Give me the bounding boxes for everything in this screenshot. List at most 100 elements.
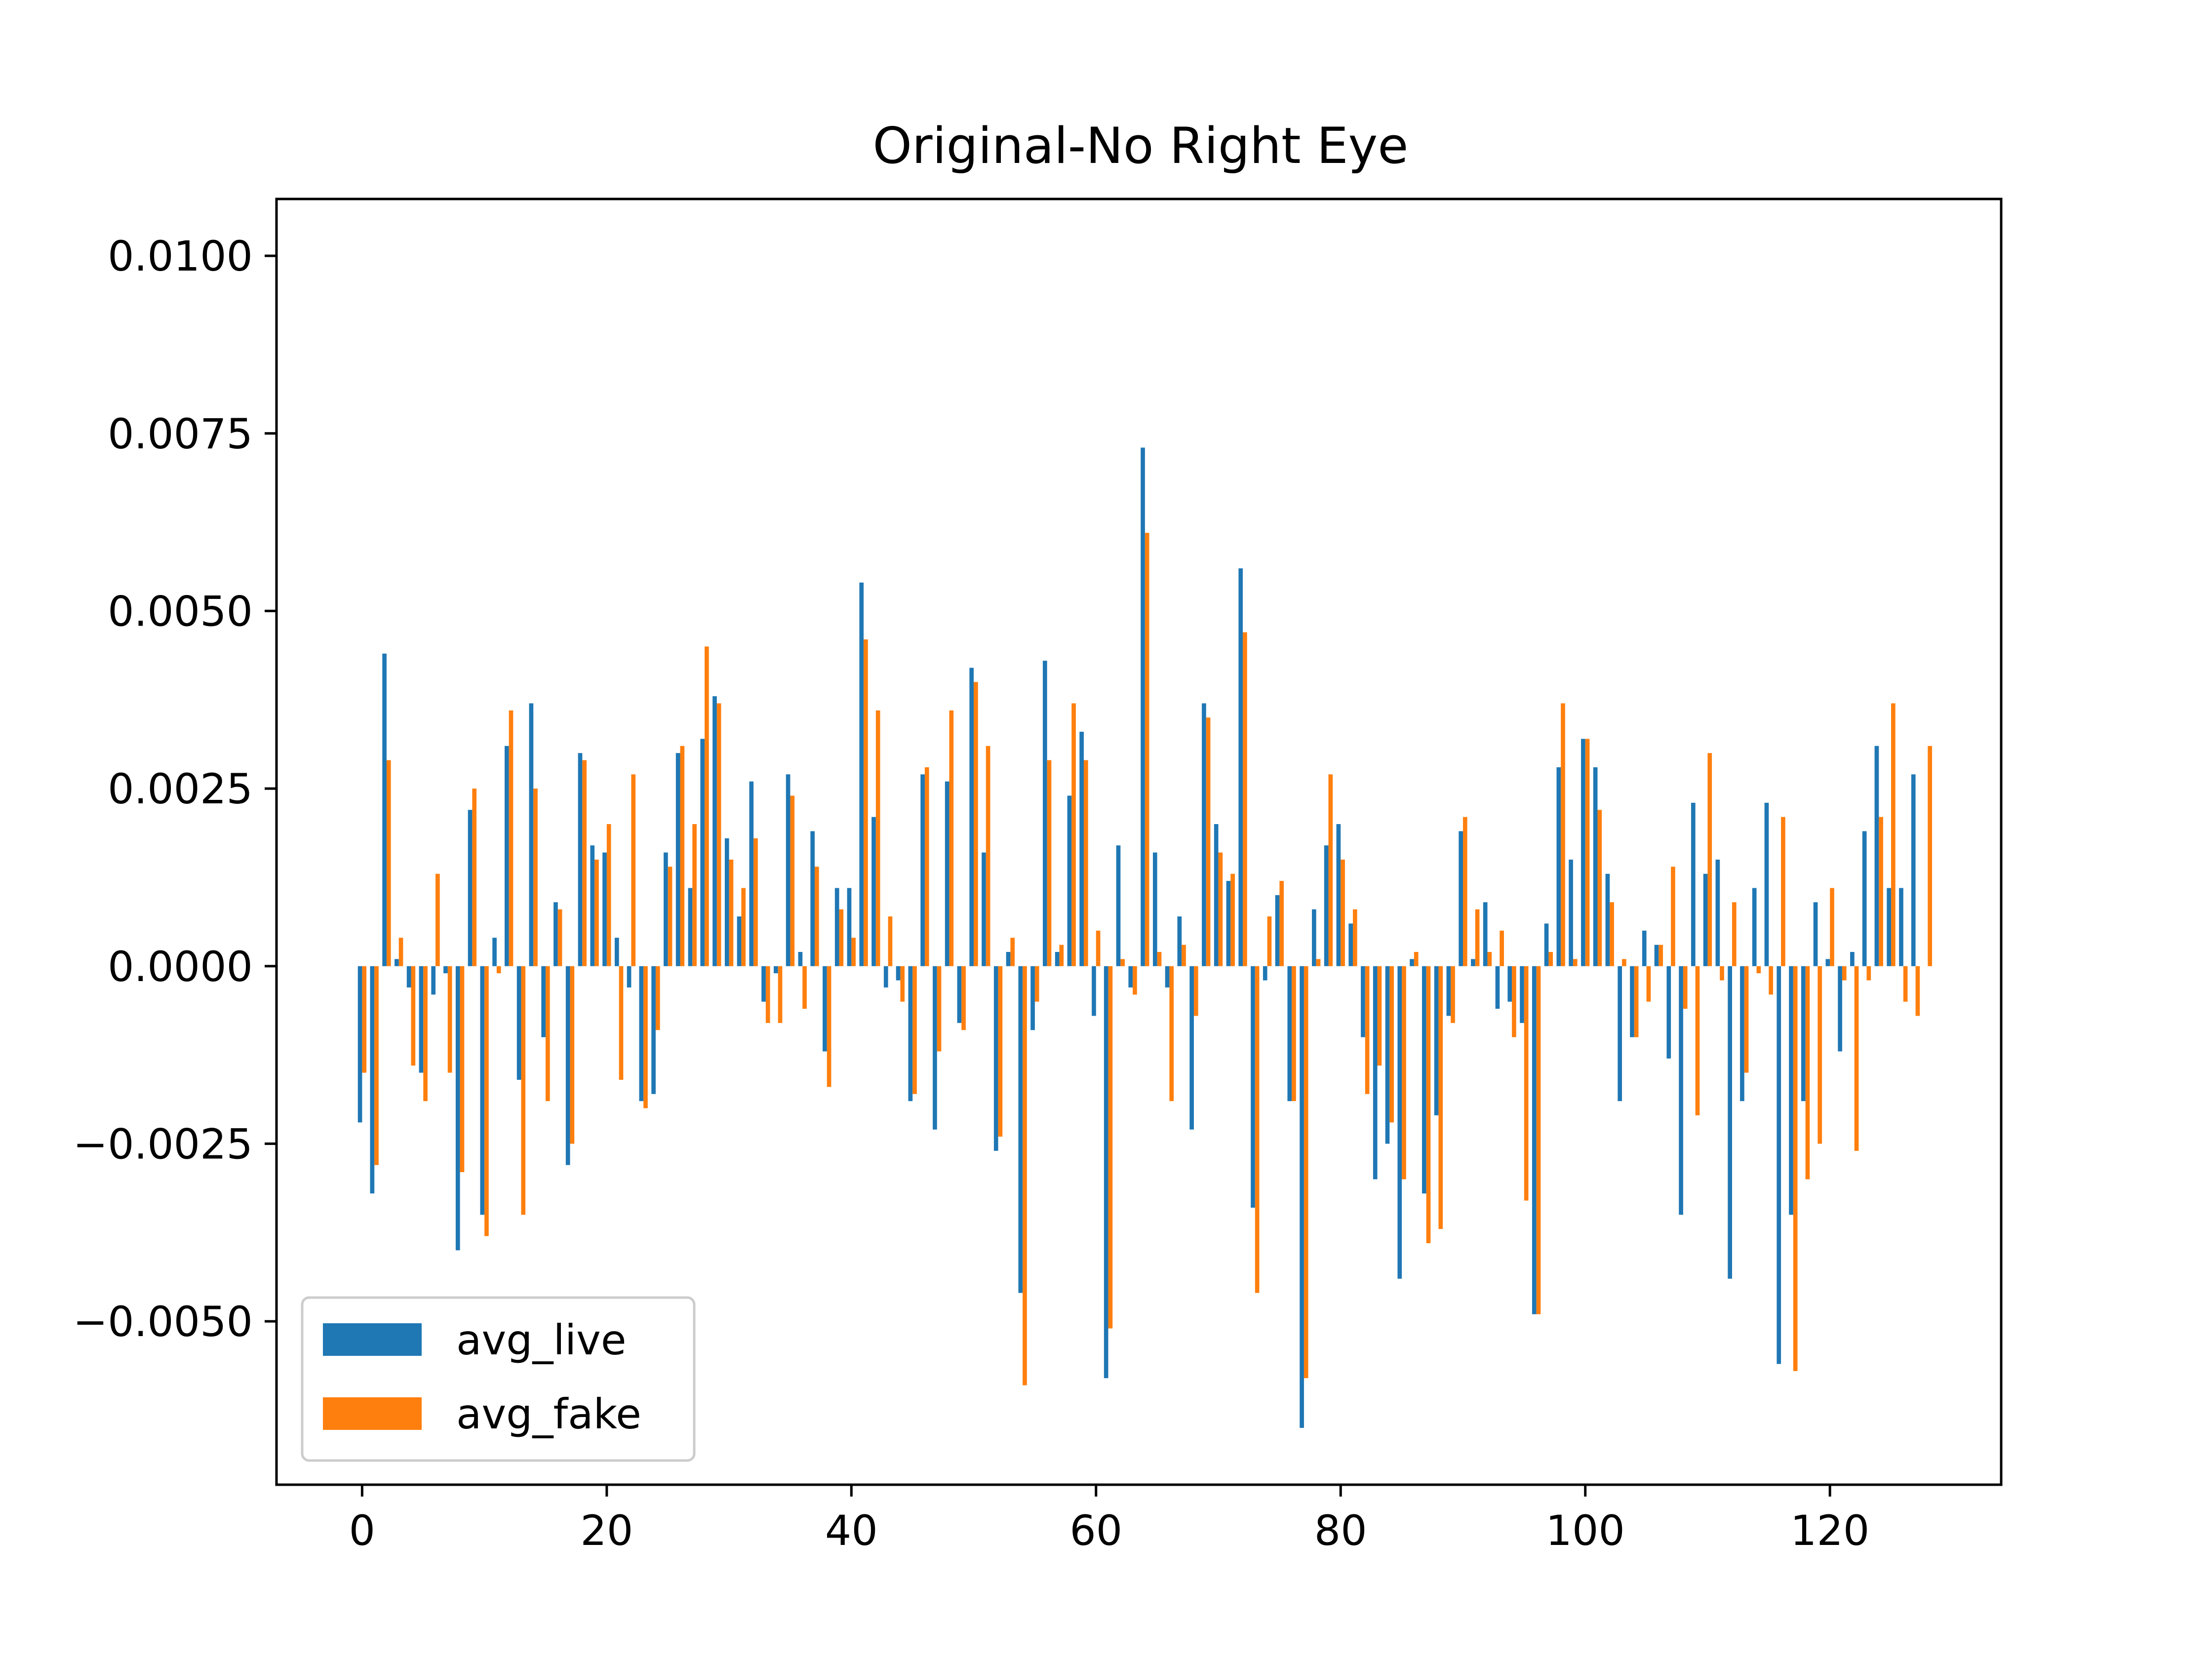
bar-avg_live-7	[443, 966, 448, 974]
bar-avg_fake-35	[790, 795, 795, 966]
bar-avg_fake-80	[1341, 859, 1345, 966]
bar-avg_fake-65	[1157, 951, 1162, 966]
bar-avg_live-43	[883, 966, 888, 988]
bar-avg_fake-55	[1034, 966, 1039, 1002]
bar-avg_fake-89	[1451, 966, 1455, 1023]
bar-avg_fake-79	[1328, 774, 1333, 966]
bar-avg_live-40	[847, 888, 852, 966]
bar-avg_live-111	[1715, 859, 1720, 966]
bar-avg_fake-63	[1133, 966, 1137, 995]
bar-avg_fake-54	[1023, 966, 1027, 1385]
bar-avg_fake-115	[1769, 966, 1773, 995]
bar-avg_live-51	[982, 852, 986, 966]
bar-avg_fake-107	[1671, 867, 1675, 966]
bar-avg_live-22	[627, 966, 632, 988]
bar-avg_fake-100	[1585, 739, 1590, 966]
bar-avg_fake-10	[484, 966, 489, 1236]
bar-series-group	[357, 447, 1933, 1428]
bar-avg_fake-76	[1292, 966, 1296, 1102]
bar-avg_live-94	[1507, 966, 1512, 1002]
bar-avg_live-69	[1202, 703, 1206, 966]
bar-avg_live-98	[1556, 767, 1561, 966]
bar-avg_fake-48	[949, 710, 954, 966]
bar-avg_fake-30	[729, 859, 734, 966]
bar-avg_live-3	[395, 959, 399, 966]
bar-avg_fake-17	[570, 966, 575, 1144]
chart-title: Original-No Right Eye	[873, 117, 1409, 175]
x-tick-label: 20	[580, 1506, 633, 1555]
bar-avg_fake-11	[496, 966, 501, 974]
bar-avg_fake-14	[533, 789, 538, 966]
bar-avg_fake-5	[423, 966, 428, 1102]
bar-avg_fake-47	[937, 966, 942, 1052]
bar-avg_fake-56	[1047, 760, 1052, 966]
bar-avg_live-96	[1532, 966, 1537, 1314]
bar-avg_fake-21	[619, 966, 624, 1080]
bar-avg_live-64	[1141, 447, 1145, 966]
bar-avg_fake-46	[924, 767, 929, 966]
x-tick-label: 0	[349, 1506, 375, 1555]
bar-avg_live-79	[1324, 845, 1329, 966]
bar-avg_live-67	[1177, 916, 1182, 966]
bar-avg_live-89	[1446, 966, 1451, 1016]
bar-avg_live-88	[1434, 966, 1439, 1115]
bar-avg_fake-117	[1793, 966, 1798, 1371]
bar-avg_fake-119	[1817, 966, 1822, 1144]
bar-avg_live-20	[602, 852, 607, 966]
legend-swatch-avg_fake	[323, 1397, 422, 1430]
bar-avg_fake-43	[888, 916, 893, 966]
bar-avg_live-70	[1214, 824, 1219, 966]
bar-avg_fake-28	[705, 646, 709, 966]
bar-avg_live-76	[1287, 966, 1292, 1102]
bar-avg_live-125	[1887, 888, 1892, 966]
bar-avg_fake-20	[606, 824, 611, 966]
bar-avg_live-8	[455, 966, 460, 1251]
bar-avg_fake-88	[1438, 966, 1443, 1229]
bar-avg_fake-62	[1120, 959, 1125, 966]
bar-avg_live-37	[810, 831, 815, 966]
bar-avg_live-114	[1752, 888, 1757, 966]
bar-avg_fake-2	[386, 760, 391, 966]
bar-avg_live-9	[468, 810, 473, 966]
bar-avg_live-24	[651, 966, 656, 1094]
bar-avg_fake-39	[839, 909, 844, 966]
bar-avg_live-95	[1520, 966, 1524, 1023]
bar-avg_fake-37	[815, 867, 819, 966]
bar-avg_live-16	[553, 902, 558, 966]
bar-avg_live-23	[639, 966, 644, 1102]
bar-avg_fake-13	[521, 966, 526, 1215]
bar-avg_live-0	[357, 966, 362, 1123]
bar-avg_live-72	[1238, 568, 1243, 966]
bar-avg_live-50	[969, 668, 974, 966]
bar-avg_fake-128	[1928, 746, 1933, 966]
bar-avg_live-116	[1777, 966, 1781, 1364]
bar-avg_live-112	[1728, 966, 1732, 1279]
bar-avg_fake-18	[582, 760, 587, 966]
bar-avg_fake-71	[1230, 873, 1235, 966]
bar-avg_fake-74	[1267, 916, 1272, 966]
bar-avg_live-68	[1189, 966, 1194, 1130]
bar-avg_fake-50	[974, 682, 978, 966]
bar-avg_live-47	[933, 966, 937, 1130]
bar-avg_live-29	[712, 696, 717, 966]
bar-avg_live-1	[370, 966, 375, 1194]
bar-avg_fake-97	[1548, 951, 1553, 966]
bar-avg_live-36	[798, 951, 803, 966]
bar-avg_fake-3	[398, 938, 403, 966]
bar-avg_fake-59	[1084, 760, 1088, 966]
y-tick-label: 0.0000	[108, 943, 253, 991]
bar-avg_live-66	[1165, 966, 1170, 988]
bar-avg_fake-7	[447, 966, 452, 1073]
bar-avg_live-75	[1275, 895, 1280, 966]
bar-avg_fake-91	[1475, 909, 1480, 966]
bar-avg_live-38	[823, 966, 827, 1052]
bar-avg_live-103	[1618, 966, 1622, 1102]
legend-swatch-avg_live	[323, 1323, 422, 1356]
bar-avg_live-60	[1092, 966, 1096, 1016]
bar-avg_live-17	[565, 966, 570, 1165]
bar-avg_fake-34	[778, 966, 783, 1023]
legend: avg_live avg_fake	[301, 1296, 696, 1462]
bar-avg_live-44	[896, 966, 901, 981]
bar-avg_fake-105	[1646, 966, 1651, 1002]
bar-avg_fake-49	[961, 966, 966, 1030]
